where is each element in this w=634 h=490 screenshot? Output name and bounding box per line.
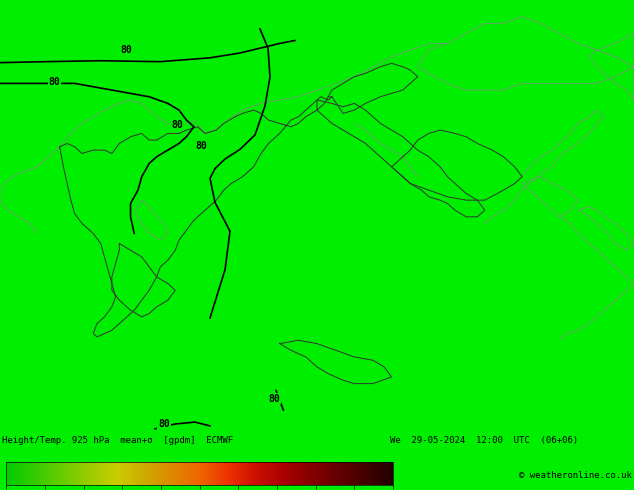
Text: Height/Temp. 925 hPa  mean+σ  [gpdm]  ECMWF: Height/Temp. 925 hPa mean+σ [gpdm] ECMWF xyxy=(2,436,233,444)
Text: 80: 80 xyxy=(195,142,207,151)
Text: 80: 80 xyxy=(120,45,132,55)
Text: 80: 80 xyxy=(172,120,183,130)
Text: We  29-05-2024  12:00  UTC  (06+06): We 29-05-2024 12:00 UTC (06+06) xyxy=(390,436,578,444)
Text: 80: 80 xyxy=(269,393,280,404)
Text: 80: 80 xyxy=(48,77,60,87)
Text: © weatheronline.co.uk: © weatheronline.co.uk xyxy=(519,471,632,480)
Text: 80: 80 xyxy=(158,419,170,429)
